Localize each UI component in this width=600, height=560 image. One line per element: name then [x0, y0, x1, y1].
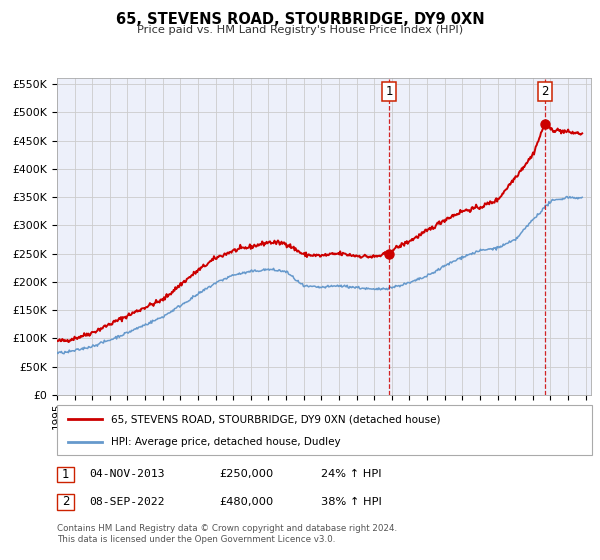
- Text: 65, STEVENS ROAD, STOURBRIDGE, DY9 0XN (detached house): 65, STEVENS ROAD, STOURBRIDGE, DY9 0XN (…: [111, 414, 440, 424]
- Text: 2: 2: [541, 85, 549, 98]
- Text: £250,000: £250,000: [219, 469, 273, 479]
- Text: 08-SEP-2022: 08-SEP-2022: [89, 497, 164, 507]
- Text: 04-NOV-2013: 04-NOV-2013: [89, 469, 164, 479]
- Text: This data is licensed under the Open Government Licence v3.0.: This data is licensed under the Open Gov…: [57, 534, 335, 544]
- Text: 1: 1: [62, 468, 69, 481]
- Text: 65, STEVENS ROAD, STOURBRIDGE, DY9 0XN: 65, STEVENS ROAD, STOURBRIDGE, DY9 0XN: [116, 12, 484, 27]
- Text: 2: 2: [62, 495, 69, 508]
- Text: £480,000: £480,000: [219, 497, 273, 507]
- Text: 1: 1: [385, 85, 393, 98]
- Text: Price paid vs. HM Land Registry's House Price Index (HPI): Price paid vs. HM Land Registry's House …: [137, 25, 463, 35]
- Text: HPI: Average price, detached house, Dudley: HPI: Average price, detached house, Dudl…: [111, 437, 341, 447]
- Text: Contains HM Land Registry data © Crown copyright and database right 2024.: Contains HM Land Registry data © Crown c…: [57, 524, 397, 533]
- Text: 24% ↑ HPI: 24% ↑ HPI: [321, 469, 382, 479]
- Text: 38% ↑ HPI: 38% ↑ HPI: [321, 497, 382, 507]
